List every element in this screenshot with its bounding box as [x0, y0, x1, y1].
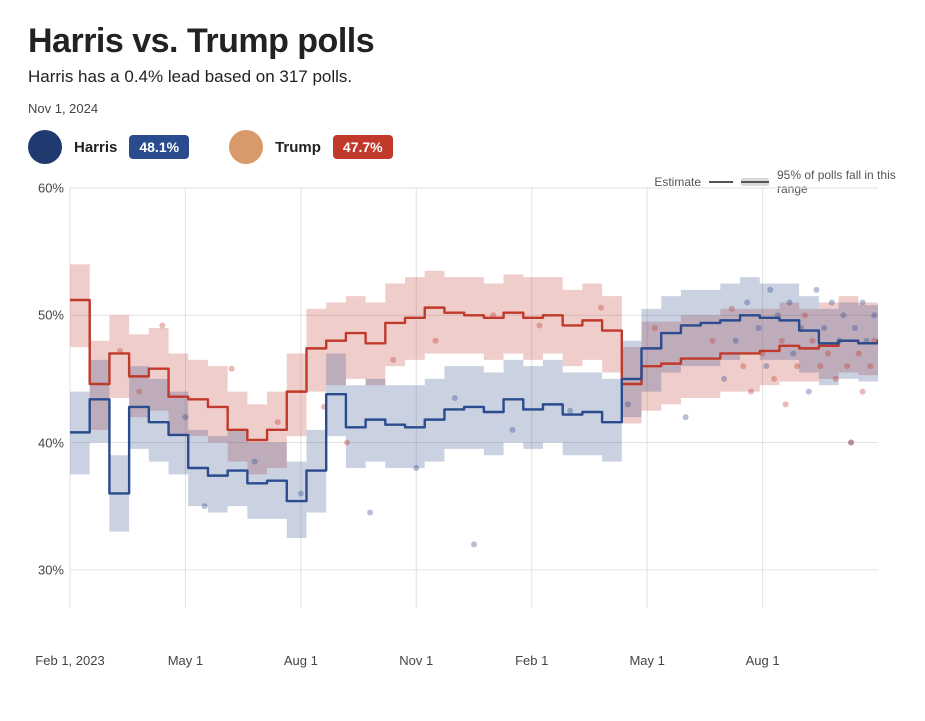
x-axis-label: May 1	[168, 653, 203, 668]
avatar-harris	[28, 130, 62, 164]
x-axis-label: Feb 1, 2023	[35, 653, 104, 668]
candidate-value-trump: 47.7%	[333, 135, 393, 159]
x-axis-label: Nov 1	[399, 653, 433, 668]
candidate-name-trump: Trump	[275, 139, 321, 156]
x-axis-label: Aug 1	[746, 653, 780, 668]
candidate-row: Harris 48.1% Trump 47.7%	[28, 130, 897, 164]
page-subtitle: Harris has a 0.4% lead based on 317 poll…	[28, 67, 897, 87]
y-axis-label: 30%	[26, 562, 64, 577]
candidate-trump: Trump 47.7%	[229, 130, 393, 164]
y-axis-label: 40%	[26, 435, 64, 450]
y-axis-label: 60%	[26, 181, 64, 196]
candidate-name-harris: Harris	[74, 139, 117, 156]
candidate-value-harris: 48.1%	[129, 135, 189, 159]
x-axis-label: Aug 1	[284, 653, 318, 668]
as-of-date: Nov 1, 2024	[28, 101, 897, 116]
y-axis-label: 50%	[26, 308, 64, 323]
avatar-trump	[229, 130, 263, 164]
x-axis-label: Feb 1	[515, 653, 548, 668]
page-title: Harris vs. Trump polls	[28, 22, 897, 61]
candidate-harris: Harris 48.1%	[28, 130, 189, 164]
poll-chart: 30%40%50%60%Feb 1, 2023May 1Aug 1Nov 1Fe…	[28, 184, 878, 644]
x-axis-label: May 1	[629, 653, 664, 668]
